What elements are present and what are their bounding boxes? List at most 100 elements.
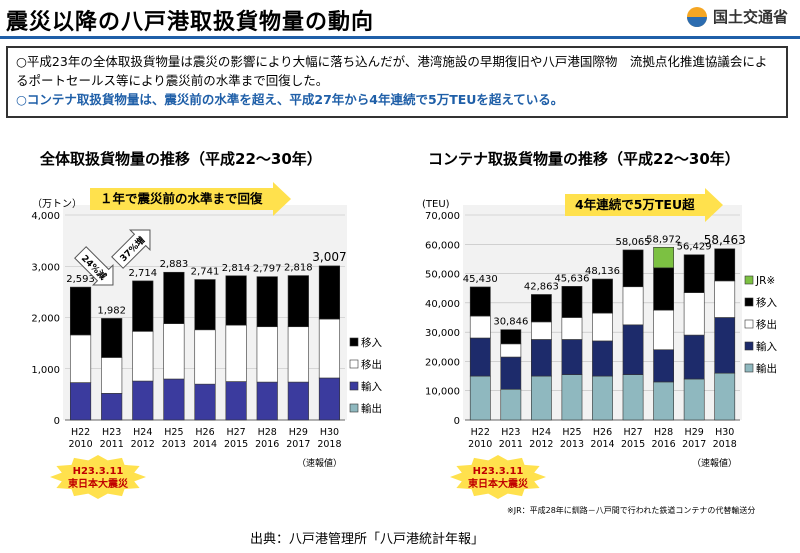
container-callout-text: 4年連続で5万TEU超	[565, 194, 705, 216]
x-tick-label: 2012	[131, 439, 155, 450]
x-tick-label: H23	[102, 427, 121, 438]
x-tick-label: 2013	[560, 439, 584, 450]
legend-label: 輸入	[361, 380, 382, 393]
page-title: 震災以降の八戸港取扱貨物量の動向	[6, 10, 375, 35]
bar-segment	[561, 374, 583, 421]
bar-segment	[256, 381, 278, 421]
bar-segment	[287, 381, 309, 421]
x-tick-label: H24	[133, 427, 152, 438]
ministry-logo: 国土交通省	[686, 6, 788, 27]
bar-segment	[469, 337, 491, 377]
y-tick-label: 40,000	[425, 299, 460, 310]
legend-swatch	[349, 359, 359, 369]
x-tick-label: H29	[289, 427, 308, 438]
legend-label: 輸出	[361, 402, 382, 415]
y-tick-label: 70,000	[425, 211, 460, 222]
badge-date: H23.3.11	[473, 466, 524, 477]
bar-segment	[531, 375, 552, 421]
bar-segment	[622, 324, 644, 375]
bar-segment	[622, 374, 644, 421]
x-tick-label: 2017	[682, 439, 706, 450]
data-label: 45,636	[554, 273, 589, 284]
legend-label: JR※	[755, 275, 775, 287]
bar-segment	[653, 267, 674, 311]
data-label: 2,593	[66, 274, 95, 285]
bar-segment	[194, 329, 216, 385]
x-tick-label: 2011	[100, 439, 124, 450]
bar-segment	[132, 331, 154, 382]
data-label: 42,863	[524, 281, 559, 292]
x-tick-label: H28	[654, 427, 673, 438]
bar-segment	[469, 315, 491, 339]
title-underline	[0, 36, 800, 39]
bar-segment	[101, 393, 123, 421]
y-unit-label: （万トン）	[32, 198, 82, 210]
bar-segment	[225, 381, 247, 421]
bar-segment	[561, 339, 583, 375]
data-label: 56,429	[677, 242, 712, 253]
x-tick-label: 2016	[255, 439, 279, 450]
x-tick-label: H25	[164, 427, 183, 438]
bar-segment	[500, 343, 522, 358]
legend-swatch	[744, 319, 754, 329]
bar-segment	[256, 276, 278, 328]
summary-line-1: ○平成23年の全体取扱貨物量は震災の影響により大幅に落ち込んだが、港湾施設の早期…	[16, 54, 768, 88]
bar-segment	[69, 334, 92, 383]
data-label: 3,007	[312, 250, 346, 264]
x-tick-label: 2014	[590, 439, 614, 450]
bar-segment	[592, 340, 613, 377]
bar-segment	[500, 329, 522, 345]
y-unit-label: (TEU)	[422, 199, 450, 210]
logo-text: 国土交通省	[712, 8, 788, 26]
y-tick-label: 0	[454, 416, 460, 427]
x-tick-label: H27	[623, 427, 642, 438]
x-tick-label: 2017	[286, 439, 310, 450]
y-tick-label: 2,000	[31, 314, 60, 325]
x-tick-label: 2011	[499, 439, 523, 450]
bar-segment	[318, 377, 341, 421]
summary-box: ○平成23年の全体取扱貨物量は震災の影響により大幅に落ち込んだが、港湾施設の早期…	[6, 46, 788, 118]
x-tick-label: 2012	[529, 439, 553, 450]
x-tick-label: H22	[71, 427, 90, 438]
bar-segment	[318, 318, 341, 379]
mlit-logo-icon	[686, 6, 707, 27]
x-tick-label: H24	[532, 427, 551, 438]
legend-label: 移入	[756, 296, 777, 309]
legend-label: 輸入	[756, 340, 777, 353]
earthquake-badge-icon	[50, 455, 146, 499]
bar-segment	[225, 324, 247, 382]
legend-label: 輸出	[756, 362, 777, 375]
bar-segment	[469, 375, 491, 421]
x-tick-label: H26	[593, 427, 612, 438]
data-label: 58,972	[646, 234, 681, 245]
bar-segment	[101, 318, 123, 358]
data-label: 1,982	[97, 305, 126, 316]
data-label: 2,818	[284, 263, 313, 274]
y-tick-label: 3,000	[31, 262, 60, 273]
legend-label: 移入	[361, 336, 382, 349]
bar-segment	[561, 317, 583, 340]
bar-segment	[592, 375, 613, 421]
chart-2-title: コンテナ取扱貨物量の推移（平成22～30年）	[428, 150, 740, 168]
y-tick-label: 4,000	[31, 211, 60, 222]
bar-segment	[469, 286, 491, 317]
bar-segment	[163, 271, 185, 324]
data-label: 2,714	[128, 268, 157, 279]
data-label: 45,430	[463, 274, 498, 285]
y-tick-label: 20,000	[425, 357, 460, 368]
y-tick-label: 10,000	[425, 387, 460, 398]
bar-segment	[622, 286, 644, 326]
x-tick-label: H26	[195, 427, 214, 438]
x-tick-label: 2018	[713, 439, 737, 450]
bar-segment	[500, 356, 522, 390]
data-label: 48,136	[585, 266, 620, 277]
earthquake-badge-icon	[450, 455, 546, 499]
x-tick-label: 2015	[621, 439, 645, 450]
legend-swatch	[349, 403, 359, 413]
x-tick-label: 2016	[652, 439, 676, 450]
data-label: 2,883	[160, 259, 189, 270]
x-tick-label: 2014	[193, 439, 217, 450]
bar-segment	[622, 249, 644, 288]
bar-segment	[683, 254, 705, 293]
callout-arrow-icon	[272, 182, 291, 216]
